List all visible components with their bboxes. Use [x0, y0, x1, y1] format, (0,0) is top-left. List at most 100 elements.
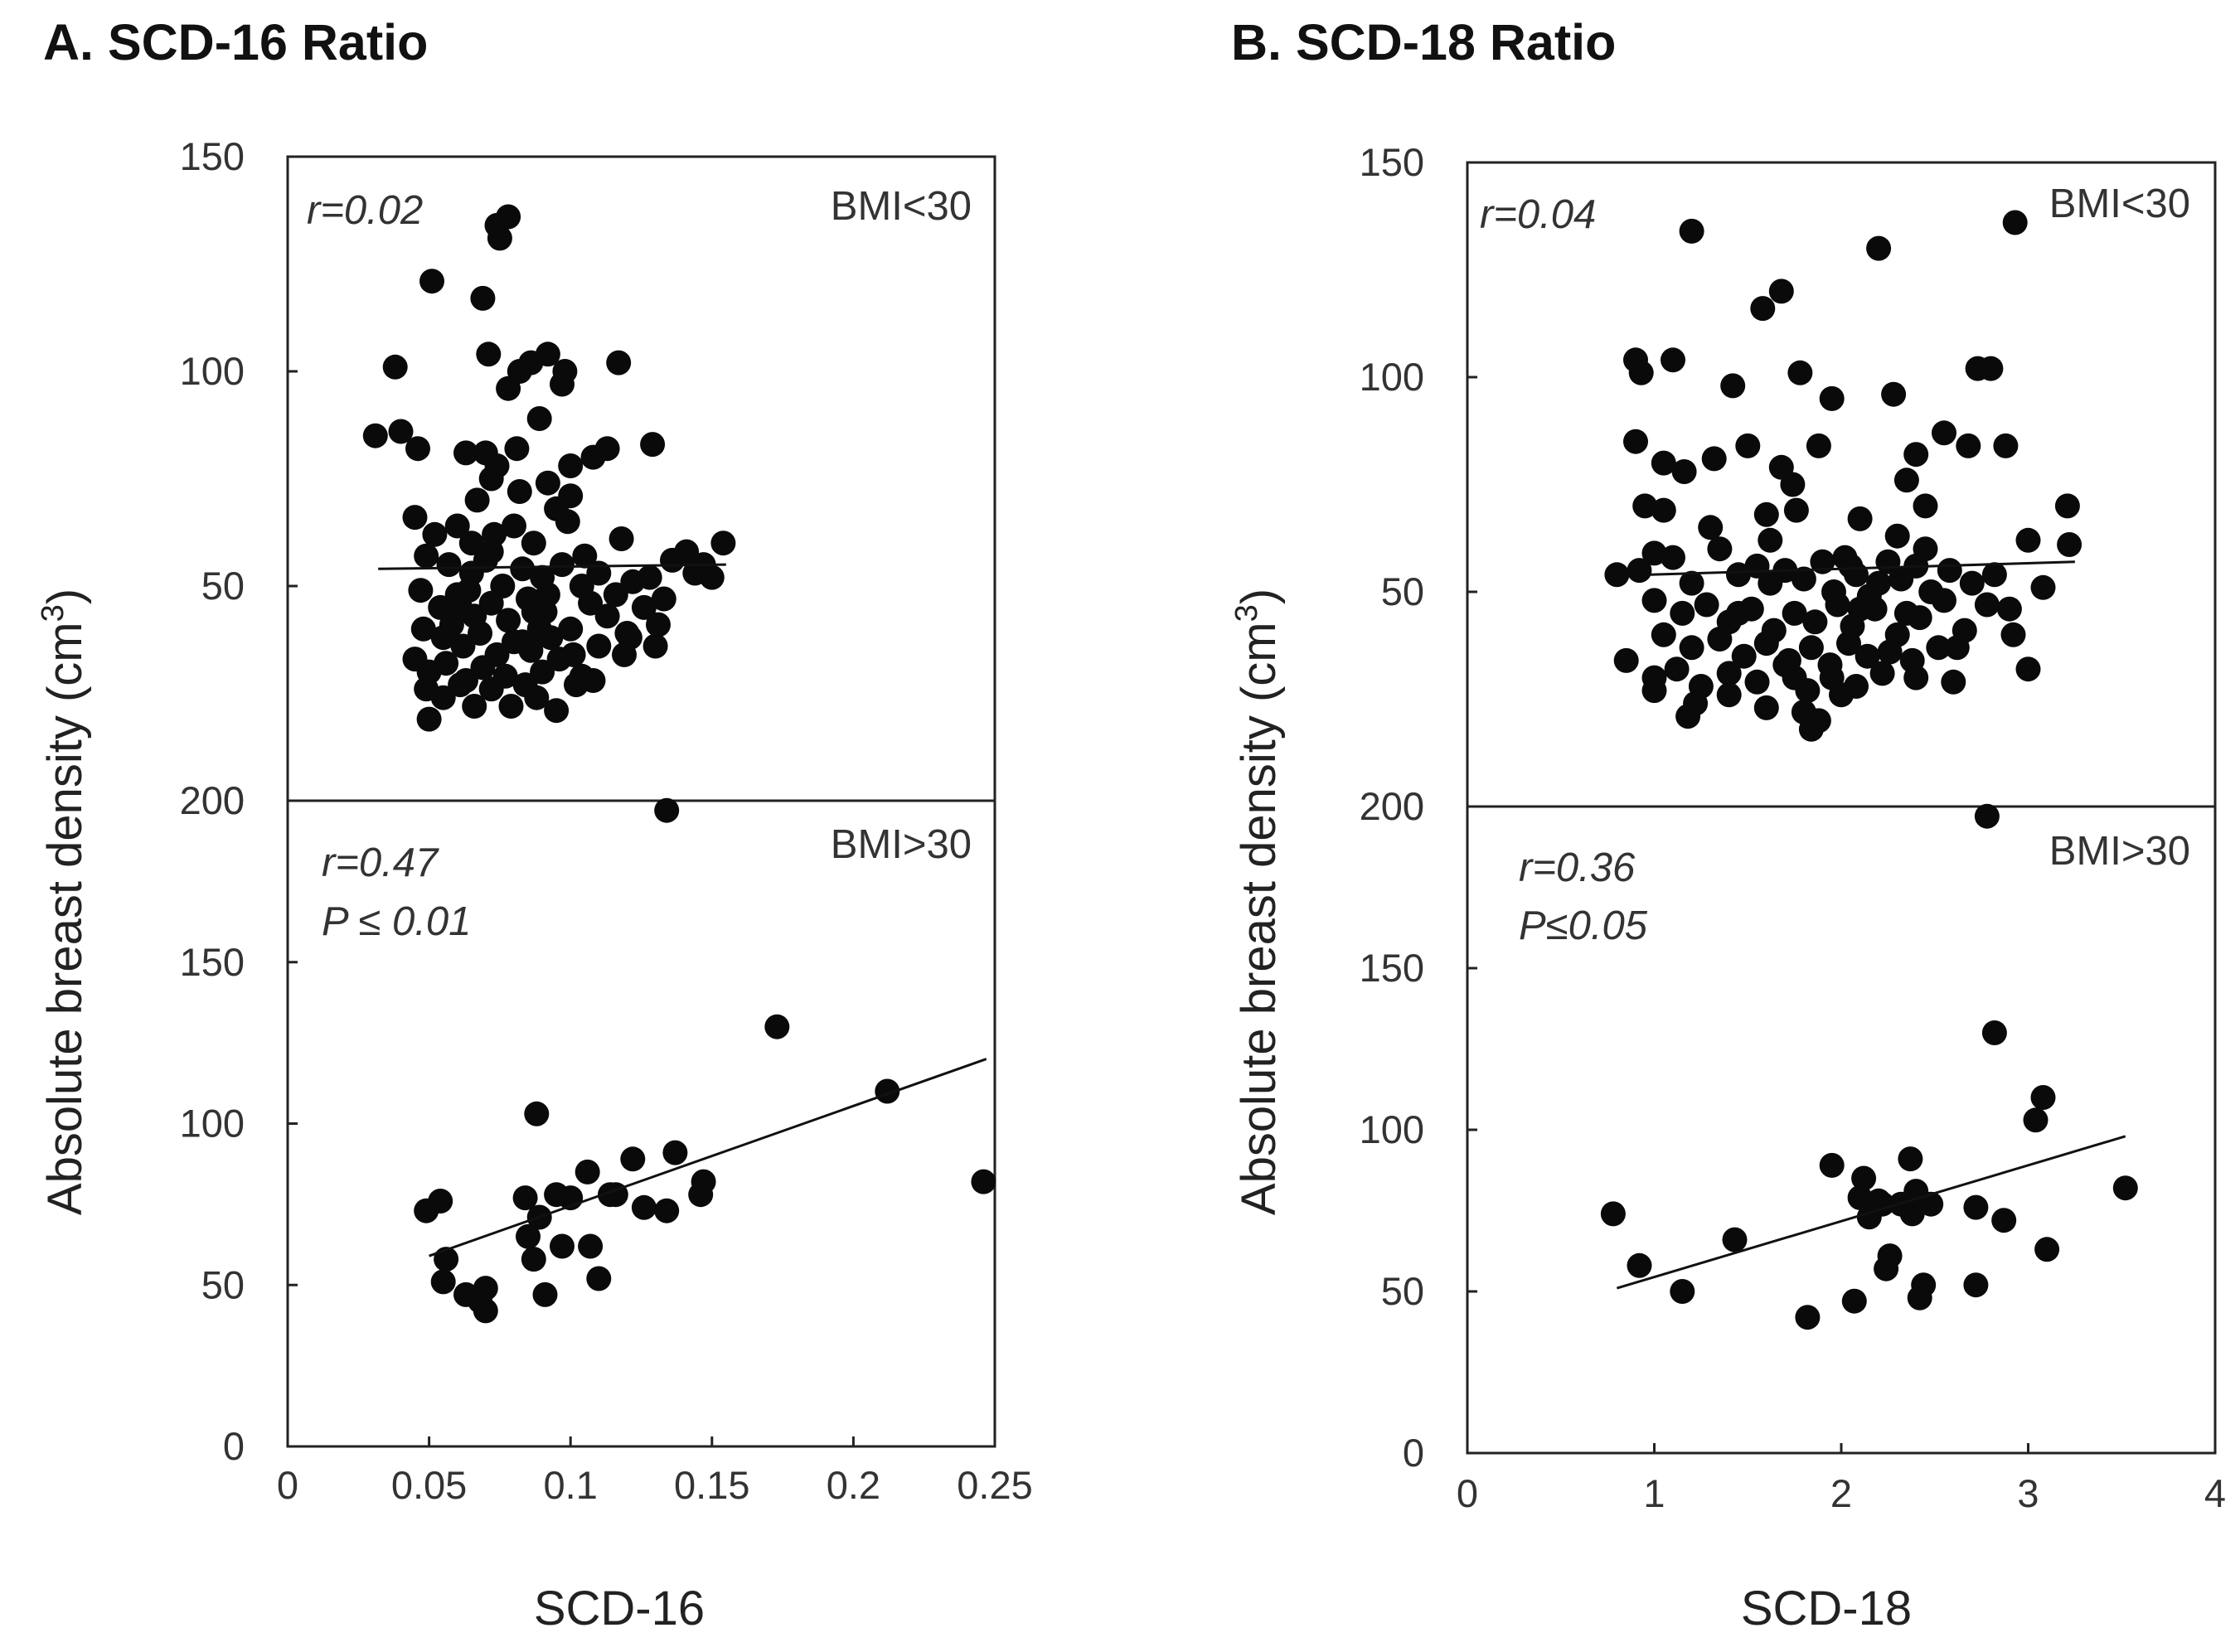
data-point: [555, 509, 580, 535]
data-point: [550, 1233, 575, 1259]
data-point: [1937, 558, 1962, 584]
x-tick-label: 0.1: [544, 1463, 598, 1507]
data-point: [603, 582, 628, 608]
data-point: [1851, 1165, 1877, 1191]
data-point: [2015, 656, 2041, 682]
chart-b-top-y-axis: 0 50 100 150: [1360, 140, 1477, 828]
data-point: [572, 543, 598, 569]
data-point: [382, 354, 408, 380]
data-point: [1963, 1194, 1989, 1220]
y-tick-label: 0: [223, 778, 245, 822]
data-point: [1926, 635, 1952, 661]
chart-b-top-points: [1604, 210, 2082, 742]
data-point: [419, 269, 444, 294]
data-point: [1641, 540, 1667, 566]
chart-b-title: B. SCD-18 Ratio: [1231, 14, 1616, 70]
data-point: [507, 359, 532, 384]
data-point: [1628, 360, 1654, 385]
chart-b-top-trendline: [1650, 560, 2075, 576]
data-point: [1726, 562, 1751, 588]
data-point: [473, 1298, 498, 1324]
data-point: [642, 633, 668, 659]
data-point: [1698, 515, 1724, 540]
data-point: [1893, 468, 1919, 493]
data-point: [631, 594, 657, 620]
data-point: [444, 513, 470, 539]
data-point: [1758, 527, 1783, 553]
data-point: [1941, 669, 1966, 695]
data-point: [1918, 1191, 1944, 1217]
x-tick-label: 0.05: [391, 1463, 467, 1507]
data-point: [1679, 635, 1704, 661]
data-point: [544, 698, 570, 724]
data-point: [1993, 433, 2019, 458]
data-point: [2112, 1175, 2138, 1201]
data-point: [1911, 1272, 1937, 1298]
data-point: [496, 608, 521, 633]
y-tick-label: 150: [180, 134, 245, 178]
data-point: [2015, 527, 2041, 553]
chart-b-top-label: BMI<30: [2049, 182, 2190, 226]
data-point: [1847, 596, 1873, 622]
data-point: [558, 483, 584, 509]
data-point: [524, 1101, 550, 1126]
data-point: [436, 552, 462, 578]
data-point: [498, 694, 524, 719]
data-point: [512, 1185, 538, 1211]
data-point: [1675, 704, 1701, 729]
y-tick-label: 50: [201, 564, 245, 608]
data-point: [1981, 562, 2007, 588]
chart-a-bottom-trendline: [429, 1058, 987, 1257]
data-point: [654, 1198, 680, 1223]
chart-a-bottom-frame: [286, 799, 996, 1448]
data-point: [1963, 1272, 1989, 1298]
data-point: [1783, 497, 1809, 523]
data-point: [1782, 665, 1807, 690]
y-tick-label: 200: [180, 778, 245, 822]
data-point: [478, 676, 504, 702]
data-point: [478, 590, 504, 616]
data-point: [1664, 656, 1690, 682]
data-point: [1707, 536, 1733, 562]
data-point: [526, 406, 552, 431]
data-point: [535, 582, 560, 608]
data-point: [430, 685, 456, 710]
data-point: [434, 651, 459, 676]
data-point: [1866, 570, 1892, 596]
data-point: [637, 564, 662, 590]
data-point: [1913, 493, 1938, 519]
data-point: [1661, 347, 1685, 373]
data-point: [416, 706, 442, 732]
data-point: [1944, 635, 1970, 661]
data-point: [1694, 592, 1719, 618]
chart-a-bottom-points: [414, 797, 996, 1324]
y-tick-label: 200: [1360, 784, 1424, 828]
chart-b-bottom-stat-p: P≤0.05: [1519, 904, 1648, 948]
x-tick-label: 0: [1457, 1471, 1478, 1515]
chart-a-bottom-stat-r: r=0.47: [322, 841, 439, 885]
data-point: [458, 530, 484, 556]
data-point: [1903, 665, 1929, 690]
data-point: [1806, 433, 1831, 458]
y-tick-label: 100: [1360, 355, 1424, 399]
data-point: [1991, 1208, 2017, 1233]
data-point: [1795, 1305, 1821, 1330]
data-point: [594, 603, 620, 629]
y-tick-label: 100: [180, 349, 245, 393]
data-point: [535, 342, 560, 367]
data-point: [1956, 433, 1981, 458]
data-point: [544, 1182, 570, 1208]
data-point: [1726, 600, 1751, 626]
y-tick-label: 100: [1360, 1107, 1424, 1151]
data-point: [473, 1276, 498, 1301]
data-point: [1881, 381, 1907, 407]
data-point: [448, 594, 473, 620]
data-point: [586, 633, 612, 659]
x-tick-label: 3: [2017, 1471, 2039, 1515]
data-point: [654, 797, 680, 823]
x-tick-label: 1: [1643, 1471, 1665, 1515]
chart-b-top-stat: r=0.04: [1480, 192, 1596, 237]
data-point: [612, 642, 637, 667]
data-point: [1604, 562, 1630, 588]
data-point: [535, 470, 560, 496]
